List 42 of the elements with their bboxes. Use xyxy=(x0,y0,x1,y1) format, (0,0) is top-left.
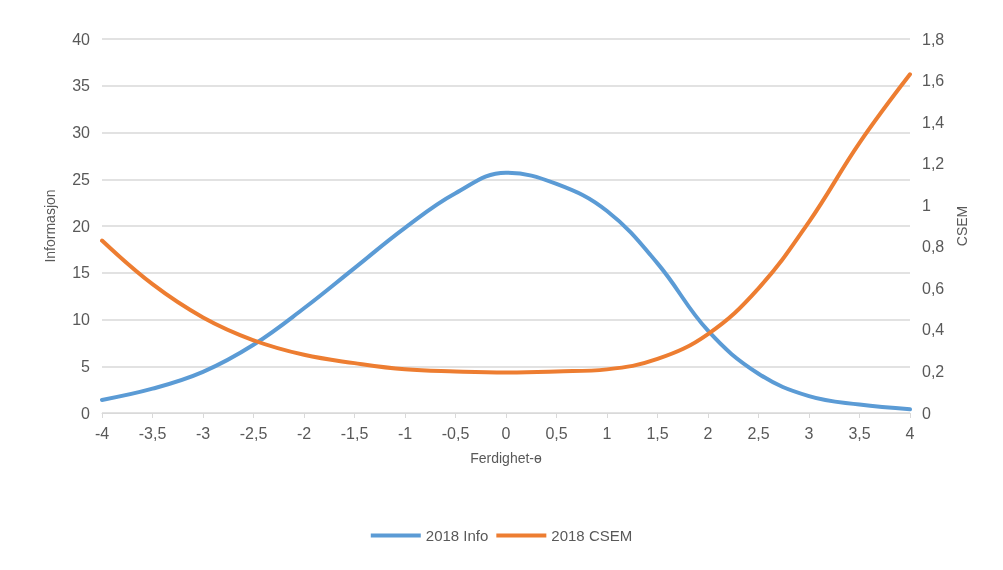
x-tick-label: -1 xyxy=(397,424,413,442)
x-tick-label: -2,5 xyxy=(239,424,268,442)
x-tick-label: 3 xyxy=(804,424,814,442)
x-tick-label: 1 xyxy=(602,424,612,442)
x-tick-label: -0,5 xyxy=(441,424,470,442)
x-tick-label: 3,5 xyxy=(848,424,871,442)
y2-tick-label: 0,6 xyxy=(922,279,945,297)
x-tick-label: 2 xyxy=(703,424,713,442)
y-axis-title: Informasjon xyxy=(42,189,58,263)
y-tick-label: 35 xyxy=(72,77,91,95)
y-tick-label: 20 xyxy=(72,217,91,235)
x-tick-label: 1,5 xyxy=(646,424,669,442)
y2-tick-label: 0,8 xyxy=(922,238,945,256)
x-tick-label: -4 xyxy=(94,424,110,442)
legend-label: 2018 Info xyxy=(425,527,489,544)
y-tick-label: 5 xyxy=(81,357,91,375)
y-tick-label: 40 xyxy=(72,30,91,48)
y2-tick-label: 1,2 xyxy=(922,155,945,173)
x-tick-label: 4 xyxy=(905,424,915,442)
x-tick-label: -1,5 xyxy=(340,424,369,442)
y-tick-label: 0 xyxy=(81,404,91,422)
y-tick-label: 25 xyxy=(72,170,91,188)
x-tick-label: -3,5 xyxy=(138,424,167,442)
y2-tick-label: 1,8 xyxy=(922,30,945,48)
x-tick-label: 0,5 xyxy=(545,424,568,442)
y2-tick-label: 0,4 xyxy=(922,321,945,339)
y2-tick-label: 0 xyxy=(922,404,931,422)
y-tick-label: 10 xyxy=(72,311,91,328)
x-tick-label: -2 xyxy=(296,424,312,442)
y2-tick-label: 1 xyxy=(922,196,931,214)
x-axis-title: Ferdighet-ɵ xyxy=(470,450,543,466)
x-tick-label: 0 xyxy=(501,424,511,442)
y-tick-label: 30 xyxy=(72,124,91,141)
y2-tick-label: 1,6 xyxy=(922,72,945,90)
x-tick-label: -3 xyxy=(195,424,211,442)
legend-label: 2018 CSEM xyxy=(551,527,633,544)
y2-axis-title: CSEM xyxy=(954,205,971,247)
x-tick-label: 2,5 xyxy=(747,424,770,442)
y2-tick-label: 0,2 xyxy=(922,362,945,380)
y-tick-label: 15 xyxy=(72,264,91,282)
line-series xyxy=(100,72,912,375)
y2-tick-label: 1,4 xyxy=(922,113,945,131)
